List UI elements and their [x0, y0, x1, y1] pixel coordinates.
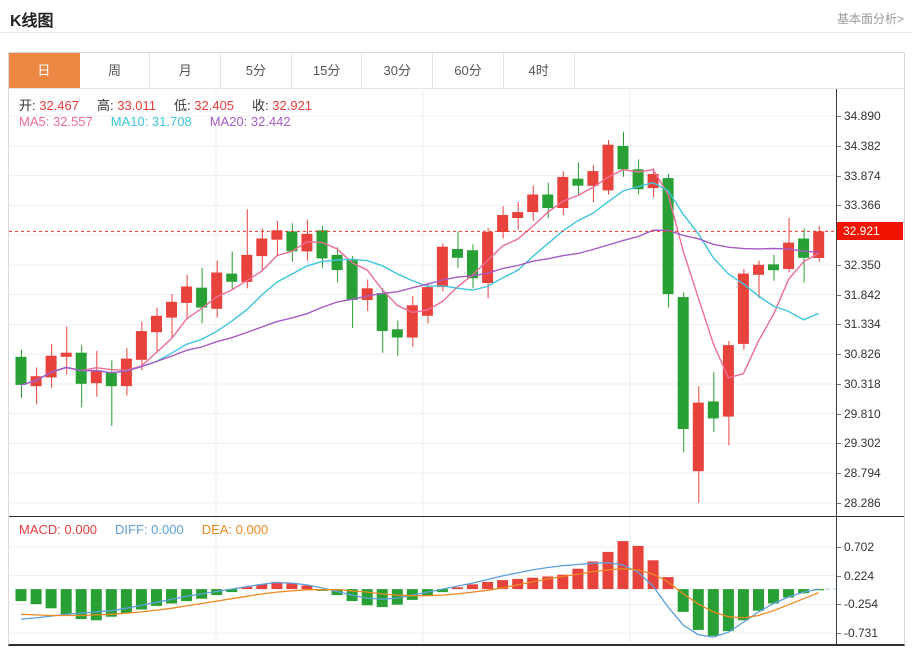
ohlc-item: 低: 32.405: [174, 98, 235, 113]
page-title: K线图: [10, 13, 54, 30]
candles-layer: [15, 131, 825, 503]
price-axis-label: 30.826: [837, 347, 881, 361]
grid-layer: [9, 90, 836, 643]
tab-month[interactable]: 月: [150, 53, 222, 88]
price-axis: 34.890 34.382 33.874 33.366 32.350 31.842 31.3…: [836, 89, 904, 644]
tab-30min[interactable]: 30分: [362, 53, 434, 88]
price-axis-label: 32.350: [837, 258, 881, 272]
ohlc-item: 高: 33.011: [97, 98, 157, 113]
fundamental-analysis-link[interactable]: 基本面分析>: [836, 12, 904, 26]
price-axis-label: 29.810: [837, 407, 881, 421]
ma20-line: [20, 229, 819, 386]
kline-widget: 日周月 5分 15分 30分 60分 4时 开: 32.467 高: 33.011 低: 32…: [8, 52, 905, 646]
tab-15min[interactable]: 15分: [291, 53, 363, 88]
ma-item: MA5: 32.557: [19, 114, 93, 129]
page-header: K线图 基本面分析>: [0, 0, 912, 33]
ohlc-item: 收: 32.921: [252, 98, 313, 113]
macd-axis-label: 0.702: [837, 540, 874, 554]
price-axis-label: 33.874: [837, 169, 881, 183]
diff-line: [20, 562, 819, 638]
current-price-badge: 32.921: [837, 222, 903, 240]
macd-item: DIFF: 0.000: [115, 522, 184, 537]
price-axis-label: 34.890: [837, 109, 881, 123]
macd-hist-layer: [15, 541, 825, 636]
ma-item: MA10: 31.708: [110, 114, 192, 129]
period-tab-bar: 日周月 5分 15分 30分 60分 4时: [9, 53, 904, 89]
ohlc-legend: 开: 32.467 高: 33.011 低: 32.405 收: 32.921: [19, 95, 330, 114]
macd-axis-label: -0.254: [837, 597, 878, 611]
ma-legend: MA5: 32.557 MA10: 31.708 MA20: 32.442: [19, 114, 309, 129]
price-axis-label: 28.794: [837, 466, 881, 480]
tab-day[interactable]: 日: [9, 53, 80, 88]
tab-4hour[interactable]: 4时: [503, 53, 575, 88]
ma-item: MA20: 32.442: [209, 114, 291, 129]
price-axis-label: 33.366: [837, 198, 881, 212]
tab-5min[interactable]: 5分: [221, 53, 292, 88]
tab-60min[interactable]: 60分: [433, 53, 504, 88]
price-axis-label: 31.334: [837, 317, 881, 331]
ohlc-item: 开: 32.467: [19, 98, 79, 113]
macd-legend: MACD: 0.000 DIFF: 0.000 DEA: 0.000: [19, 522, 286, 537]
price-axis-label: 30.318: [837, 377, 881, 391]
chart-area[interactable]: 开: 32.467 高: 33.011 低: 32.405 收: 32.921 MA5…: [9, 89, 904, 644]
ma5-line: [20, 168, 820, 386]
macd-item: MACD: 0.000: [19, 522, 98, 537]
tab-week[interactable]: 周: [79, 53, 151, 88]
macd-axis-label: -0.731: [837, 626, 878, 640]
price-axis-label: 29.302: [837, 436, 881, 450]
pane-separator: [9, 516, 904, 517]
macd-item: DEA: 0.000: [201, 522, 269, 537]
kline-canvas[interactable]: [9, 89, 836, 644]
price-axis-label: 28.286: [837, 496, 881, 510]
dea-line: [20, 568, 819, 619]
price-axis-label: 31.842: [837, 288, 881, 302]
macd-axis-label: 0.224: [837, 569, 874, 583]
price-axis-label: 34.382: [837, 139, 881, 153]
